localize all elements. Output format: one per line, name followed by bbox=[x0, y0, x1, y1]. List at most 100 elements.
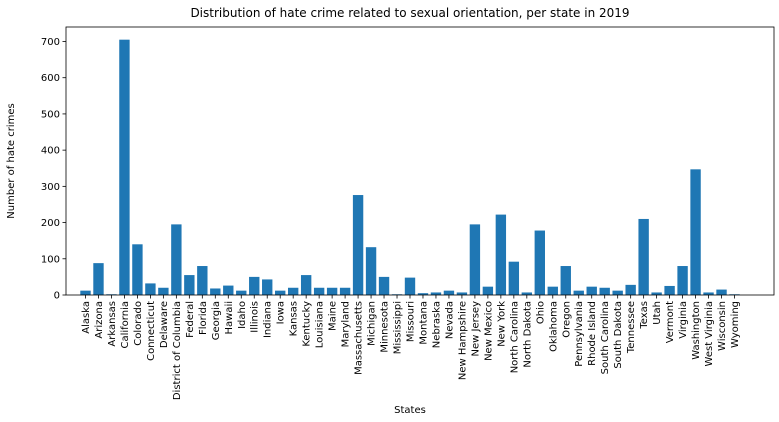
bar-kentucky bbox=[300, 275, 312, 295]
bar-montana bbox=[417, 293, 429, 295]
y-axis-title: Number of hate crimes bbox=[6, 103, 17, 218]
bar-district-of-columbia bbox=[171, 224, 182, 295]
bar-maryland bbox=[339, 287, 351, 295]
x-tick-label: Kentucky bbox=[302, 301, 313, 347]
bar-iowa bbox=[275, 290, 286, 295]
bar-new-york bbox=[495, 214, 507, 295]
y-tick-label: 300 bbox=[41, 182, 60, 193]
x-tick-label: Virginia bbox=[678, 301, 689, 339]
bar-nebraska bbox=[430, 292, 442, 295]
x-tick-label: Hawaii bbox=[224, 301, 235, 335]
x-tick-label: Kansas bbox=[289, 301, 300, 336]
bar-illinois bbox=[249, 276, 260, 295]
bar-pennsylvania bbox=[573, 290, 584, 295]
x-tick-label: Nevada bbox=[444, 301, 455, 339]
x-tick-label: Arizona bbox=[94, 301, 105, 339]
bar-federal bbox=[184, 275, 195, 295]
bar-maine bbox=[326, 287, 338, 295]
bar-virginia bbox=[677, 266, 688, 295]
x-tick-label: Arkansas bbox=[107, 301, 118, 347]
y-tick-label: 400 bbox=[41, 146, 60, 157]
x-tick-label: Georgia bbox=[211, 301, 222, 340]
bar-north-dakota bbox=[521, 292, 533, 295]
x-tick-label: Texas bbox=[639, 301, 650, 330]
x-tick-label: New York bbox=[496, 301, 507, 347]
bars-group bbox=[80, 39, 740, 296]
bar-west-virginia bbox=[703, 292, 714, 295]
y-tick-label: 100 bbox=[41, 254, 60, 265]
x-tick-label: Vermont bbox=[665, 301, 676, 343]
bar-connecticut bbox=[145, 283, 156, 295]
x-tick-label: Missouri bbox=[406, 301, 417, 342]
x-tick-label: North Carolina bbox=[509, 301, 520, 373]
bar-wisconsin bbox=[716, 289, 727, 295]
x-tick-label: Tennessee bbox=[626, 301, 637, 354]
x-tick-label: Pennsylvania bbox=[574, 301, 585, 367]
x-tick-label: North Dakota bbox=[522, 301, 533, 368]
x-tick-label: Colorado bbox=[133, 301, 144, 346]
bar-minnesota bbox=[378, 276, 390, 295]
x-tick-label: Montana bbox=[418, 301, 429, 345]
bar-oregon bbox=[560, 266, 571, 295]
bar-missouri bbox=[404, 277, 416, 295]
bar-michigan bbox=[365, 247, 377, 295]
x-tick-label: Iowa bbox=[276, 301, 287, 324]
x-tick-label: Mississippi bbox=[393, 301, 404, 354]
plot-frame bbox=[65, 26, 775, 296]
x-tick-label: Rhode Island bbox=[587, 301, 598, 366]
y-tick-label: 600 bbox=[41, 73, 60, 84]
bar-georgia bbox=[210, 288, 221, 295]
bar-california bbox=[119, 39, 130, 296]
bar-north-carolina bbox=[508, 261, 520, 295]
x-tick-label: New Hampshire bbox=[457, 301, 468, 380]
bar-arizona bbox=[93, 263, 104, 295]
x-tick-label: New Jersey bbox=[470, 301, 481, 357]
x-tick-label: Illinois bbox=[250, 301, 261, 333]
x-tick-label: Florida bbox=[198, 301, 209, 335]
bar-alaska bbox=[80, 290, 91, 295]
bar-new-hampshire bbox=[456, 292, 468, 295]
y-tick-label: 200 bbox=[41, 218, 60, 229]
x-tick-label: Wisconsin bbox=[717, 301, 728, 351]
bar-massachusetts bbox=[352, 195, 364, 295]
x-tick-label: Connecticut bbox=[146, 301, 157, 361]
chart-title: Distribution of hate crime related to se… bbox=[190, 6, 629, 20]
x-tick-label: Michigan bbox=[367, 301, 378, 346]
x-tick-label: Delaware bbox=[159, 301, 170, 348]
x-tick-label: Wyoming bbox=[730, 301, 741, 348]
x-tick-label: Minnesota bbox=[380, 301, 391, 353]
x-tick-label: District of Columbia bbox=[172, 301, 183, 400]
x-tick-label: Washington bbox=[691, 301, 702, 360]
bar-hawaii bbox=[223, 285, 234, 295]
x-tick-label: Indiana bbox=[263, 301, 274, 338]
x-tick-label: Idaho bbox=[237, 301, 248, 329]
bar-ohio bbox=[534, 230, 545, 295]
bar-florida bbox=[197, 266, 208, 295]
x-tick-label: Nebraska bbox=[431, 301, 442, 348]
bar-south-dakota bbox=[612, 290, 623, 295]
x-tick-label: Maryland bbox=[341, 301, 352, 347]
y-tick-label: 0 bbox=[54, 291, 60, 302]
x-tick-label: Federal bbox=[185, 301, 196, 338]
bar-idaho bbox=[236, 290, 247, 295]
bar-delaware bbox=[158, 287, 169, 295]
bar-new-mexico bbox=[482, 286, 494, 295]
x-tick-label: Massachusetts bbox=[354, 301, 365, 375]
bar-colorado bbox=[132, 244, 143, 295]
bar-utah bbox=[651, 292, 662, 295]
bar-south-carolina bbox=[599, 287, 610, 295]
x-tick-label: South Dakota bbox=[613, 301, 624, 369]
x-tick-label: Utah bbox=[652, 301, 663, 325]
bar-new-jersey bbox=[469, 224, 481, 295]
bar-oklahoma bbox=[547, 286, 558, 295]
x-tick-label: Alaska bbox=[81, 301, 92, 334]
x-tick-label: New Mexico bbox=[483, 301, 494, 361]
bar-washington bbox=[690, 169, 701, 295]
x-axis: Alaska Arizona Arkansas California Colorado C… bbox=[81, 295, 741, 400]
x-axis-title: States bbox=[394, 405, 426, 416]
bar-tennessee bbox=[625, 284, 636, 295]
x-tick-label: West Virginia bbox=[704, 301, 715, 366]
bar-indiana bbox=[262, 279, 273, 295]
